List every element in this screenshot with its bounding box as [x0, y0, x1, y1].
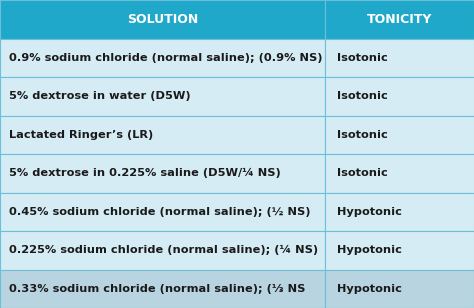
Text: Hypotonic: Hypotonic [337, 245, 401, 255]
Text: SOLUTION: SOLUTION [127, 13, 198, 26]
Bar [0, 154, 325, 192]
Text: 5% dextrose in water (D5W): 5% dextrose in water (D5W) [9, 91, 190, 101]
Bar [325, 270, 474, 308]
Bar [325, 231, 474, 270]
Bar [0, 192, 325, 231]
Text: Isotonic: Isotonic [337, 53, 387, 63]
Text: Isotonic: Isotonic [337, 168, 387, 178]
Bar [0, 231, 325, 270]
Text: 0.9% sodium chloride (normal saline); (0.9% NS): 0.9% sodium chloride (normal saline); (0… [9, 53, 322, 63]
Bar [0, 270, 325, 308]
Bar [0, 116, 325, 154]
Bar [0, 0, 325, 38]
Bar [325, 0, 474, 38]
Bar [325, 154, 474, 192]
Text: Lactated Ringer’s (LR): Lactated Ringer’s (LR) [9, 130, 153, 140]
Text: Isotonic: Isotonic [337, 130, 387, 140]
Text: Hypotonic: Hypotonic [337, 284, 401, 294]
Text: 0.225% sodium chloride (normal saline); (¼ NS): 0.225% sodium chloride (normal saline); … [9, 245, 318, 255]
Text: Hypotonic: Hypotonic [337, 207, 401, 217]
Bar [325, 192, 474, 231]
Text: 5% dextrose in 0.225% saline (D5W/¼ NS): 5% dextrose in 0.225% saline (D5W/¼ NS) [9, 168, 280, 178]
Bar [0, 38, 325, 77]
Bar [325, 116, 474, 154]
Bar [325, 77, 474, 116]
Text: Isotonic: Isotonic [337, 91, 387, 101]
Text: 0.45% sodium chloride (normal saline); (½ NS): 0.45% sodium chloride (normal saline); (… [9, 207, 310, 217]
Text: TONICITY: TONICITY [367, 13, 432, 26]
Text: 0.33% sodium chloride (normal saline); (⅓ NS: 0.33% sodium chloride (normal saline); (… [9, 284, 305, 294]
Bar [0, 77, 325, 116]
Bar [325, 38, 474, 77]
